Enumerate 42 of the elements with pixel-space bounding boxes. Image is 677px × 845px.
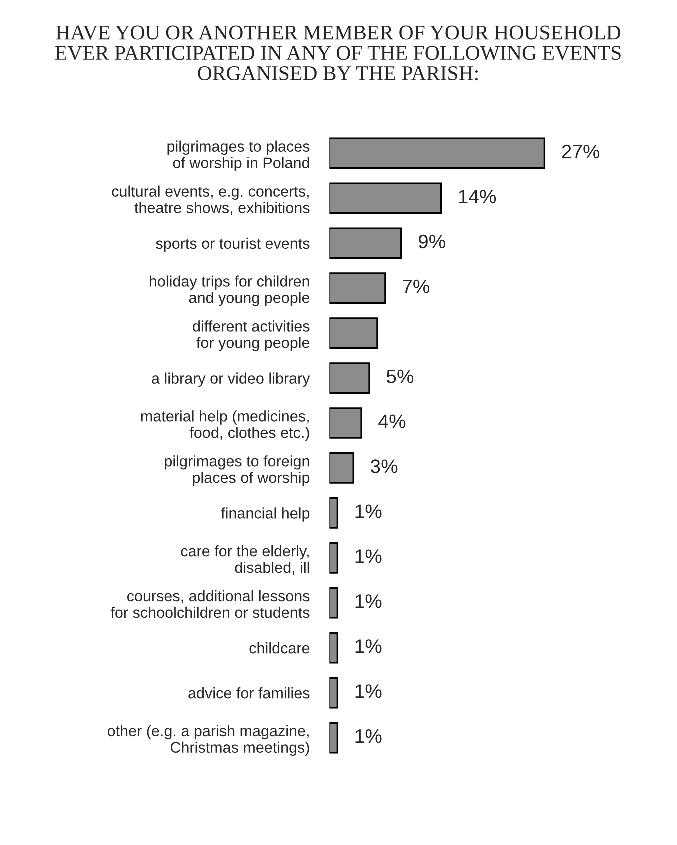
y-tick-label: different activities for young people (193, 320, 310, 352)
data-label: 1% (356, 550, 382, 564)
bar (330, 138, 546, 170)
y-tick-label: courses, additional lessons for schoolchildren or students (110, 590, 310, 618)
bar (330, 452, 354, 484)
bar (330, 677, 338, 709)
bar (330, 272, 386, 304)
data-label: 7% (403, 280, 430, 294)
bar (330, 498, 338, 529)
y-tick-label: pilgrimages to places of worship in Poland (168, 140, 310, 172)
bar (330, 722, 338, 754)
data-label: 4% (378, 414, 406, 428)
y-tick-label: holiday trips for children and young people (150, 276, 310, 306)
data-label: 1% (356, 684, 382, 698)
bar (330, 542, 338, 574)
y-tick-label: sports or tourist events (156, 238, 310, 252)
data-label: 27% (562, 144, 600, 159)
bar (330, 362, 370, 394)
bar (330, 632, 338, 664)
bar (330, 182, 442, 214)
y-tick-label: material help (medicines, food, clothes etc.) (141, 410, 310, 442)
data-label: 9% (418, 234, 446, 249)
y-tick-label: a library or video library (152, 372, 310, 387)
y-tick-label: care for the elderly, disabled, ill (181, 545, 310, 575)
bar (330, 318, 378, 349)
chart-title: HAVE YOU OR ANOTHER MEMBER OF YOUR HOUSEHOLD EVER PARTICIPATED IN ANY OF THE FOLLOWING EVENTS ORGANISED BY THE PARISH: (55, 26, 621, 81)
y-tick-label: cultural events, e.g. concerts, theatre shows, exhibitions (112, 186, 310, 216)
y-tick-label: pilgrimages to foreign places of worship (165, 456, 310, 486)
data-label: 1% (356, 504, 382, 518)
y-tick-label: other (e.g. a parish magazine, Christmas meetings) (108, 725, 310, 756)
data-label: 14% (459, 190, 496, 204)
y-tick-label: financial help (221, 508, 310, 522)
data-label: 5% (386, 370, 414, 384)
data-label: 3% (370, 460, 398, 474)
data-label: 1% (356, 640, 382, 654)
data-label: 1% (356, 594, 382, 608)
data-label: 1% (356, 730, 382, 744)
bar (330, 228, 402, 260)
bar (330, 408, 362, 439)
bar (330, 587, 338, 619)
y-tick-label: advice for families (188, 688, 310, 699)
y-tick-label: childcare (250, 642, 310, 654)
